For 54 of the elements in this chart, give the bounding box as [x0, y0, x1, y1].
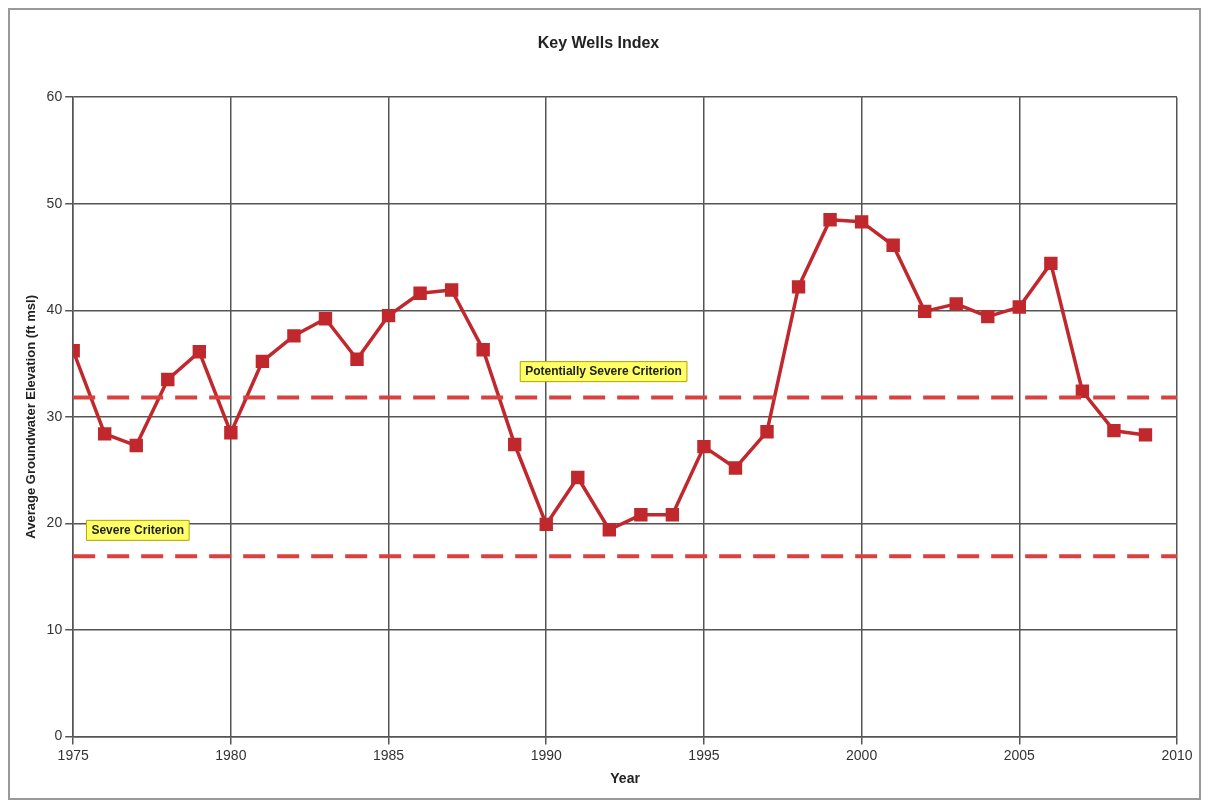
point	[602, 523, 617, 537]
point	[192, 345, 207, 359]
point	[918, 304, 932, 319]
point	[255, 354, 270, 369]
point	[161, 372, 175, 387]
point	[823, 213, 837, 227]
y-tick-label: 60	[46, 88, 63, 105]
point	[224, 426, 238, 440]
y-tick-label: 50	[46, 194, 63, 211]
y-tick-label: 10	[46, 620, 63, 637]
point	[287, 329, 301, 343]
point	[381, 308, 396, 323]
point	[318, 312, 333, 326]
point	[728, 461, 743, 475]
point	[634, 508, 648, 522]
y-tick-label: 0	[54, 727, 63, 744]
point	[1138, 428, 1153, 442]
point	[949, 297, 963, 311]
y-tick-label: 30	[46, 407, 63, 424]
point	[981, 309, 995, 324]
point	[444, 283, 459, 297]
point	[98, 427, 112, 441]
x-tick-label: 1985	[372, 746, 405, 763]
point	[760, 425, 774, 439]
x-tick-label: 2000	[846, 746, 878, 763]
point	[571, 470, 585, 485]
point	[1075, 384, 1090, 398]
y-tick-label: 40	[46, 301, 63, 318]
y-tick-label: 20	[46, 514, 63, 531]
point	[539, 517, 553, 532]
x-tick-label: 2010	[1161, 746, 1193, 763]
x-axis-title: Year	[610, 770, 641, 787]
point	[508, 437, 522, 452]
point	[886, 238, 900, 252]
x-tick-label: 1990	[530, 746, 563, 763]
x-tick-label: 1975	[57, 746, 89, 763]
x-tick-label: 1980	[215, 746, 247, 763]
point	[854, 215, 869, 229]
point	[350, 352, 364, 366]
point	[791, 280, 806, 294]
point	[129, 438, 143, 453]
x-tick-label: 1995	[688, 746, 720, 763]
chart-title: Key Wells Index	[537, 34, 660, 52]
point	[697, 439, 711, 454]
point	[476, 342, 490, 357]
ref-line-label: Severe Criterion	[91, 522, 185, 537]
point	[413, 286, 427, 300]
ref-line-label: Potentially Severe Criterion	[525, 363, 682, 378]
point	[1012, 300, 1027, 314]
point	[1107, 423, 1121, 438]
y-axis-title: Average Groundwater Elevation (ft msl)	[23, 294, 39, 539]
point	[1044, 256, 1058, 271]
x-tick-label: 2005	[1003, 746, 1036, 763]
point	[665, 508, 680, 522]
